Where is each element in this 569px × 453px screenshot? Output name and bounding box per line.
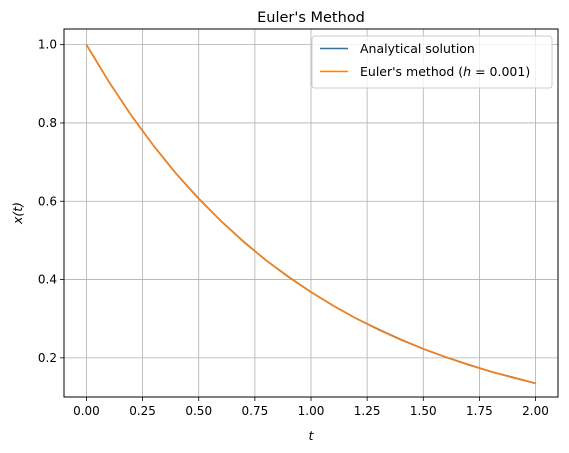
legend-box [311, 35, 553, 89]
x-tick-label: 0.50 [185, 404, 212, 418]
x-tick-label: 2.00 [522, 404, 549, 418]
x-tick-label: 1.25 [354, 404, 381, 418]
x-tick-label: 1.75 [466, 404, 493, 418]
euler-method-line [85, 44, 536, 385]
y-tick-label: 0.6 [38, 194, 57, 208]
y-tick-label: 0.2 [38, 351, 57, 365]
x-tick-label: 0.75 [242, 404, 269, 418]
x-tick-label: 1.50 [410, 404, 437, 418]
legend-label-analytical: Analytical solution [360, 41, 475, 56]
x-tick-label: 0.25 [129, 404, 156, 418]
y-tick-label: 0.8 [38, 116, 57, 130]
y-tick-label: 0.4 [38, 273, 57, 287]
y-axis-label: x(t) [10, 202, 25, 225]
x-axis-label: t [309, 428, 315, 443]
x-tick-label: 0.00 [73, 404, 100, 418]
y-tick-label: 1.0 [38, 38, 57, 52]
chart-title: Euler's Method [257, 10, 365, 26]
x-tick-label: 1.00 [298, 404, 325, 418]
series-lines [85, 44, 536, 385]
grid [64, 29, 558, 397]
legend: Analytical solution Euler's method (h = … [311, 35, 553, 89]
legend-label-euler: Euler's method (h = 0.001) [360, 64, 530, 79]
axis-ticks: 0.00 0.25 0.50 0.75 1.00 1.25 1.50 1.75 2.00 0.2 0… [38, 38, 549, 418]
